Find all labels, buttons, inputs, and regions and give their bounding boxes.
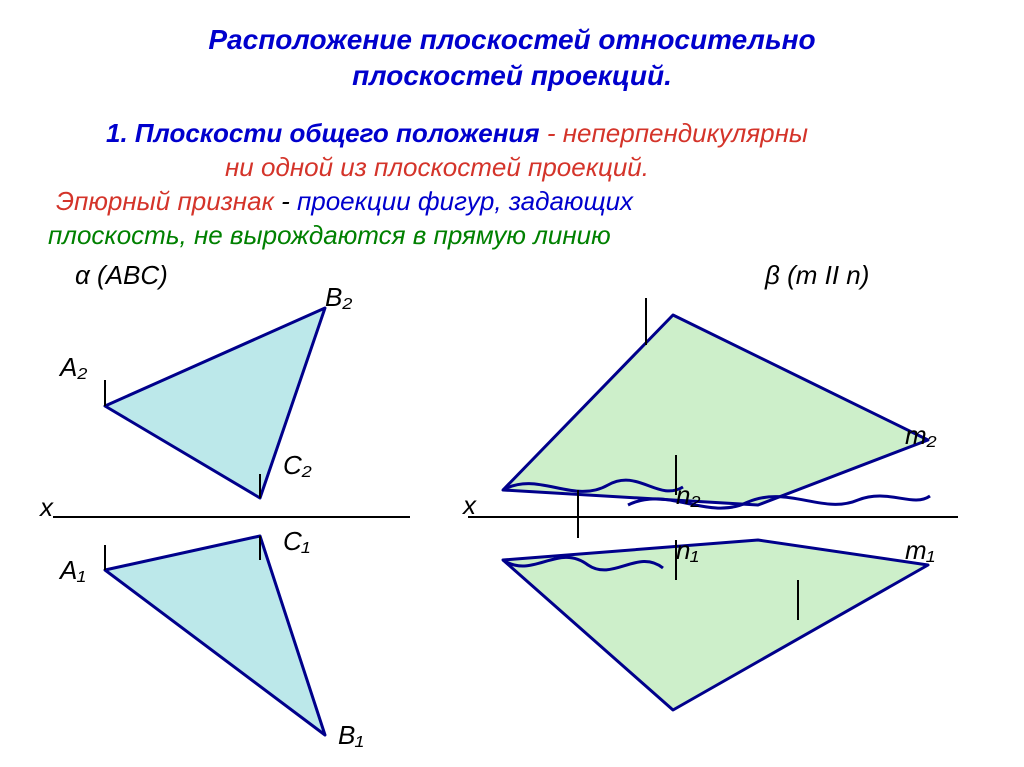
label-C2: C₂: [283, 450, 312, 481]
body-3a: Эпюрный признак: [56, 186, 274, 216]
body-line-4: плоскость, не вырождаются в прямую линию: [48, 220, 611, 251]
label-n1: n₁: [676, 535, 699, 566]
label-n2: n₂: [676, 480, 700, 511]
page-title-line1: Расположение плоскостей относительно: [0, 24, 1024, 56]
label-m2: m₂: [905, 420, 937, 451]
label-B2: B₂: [325, 282, 352, 313]
label-A2: A₂: [60, 352, 87, 383]
body-line-2: ни одной из плоскостей проекций.: [225, 152, 649, 183]
label-A1: A₁: [60, 555, 86, 586]
body-1a: 1. Плоскости общего положения: [106, 118, 540, 148]
label-m1: m₁: [905, 535, 935, 566]
left-diagram: [45, 280, 465, 760]
label-C1: C₁: [283, 526, 310, 557]
page-title-line2: плоскостей проекций.: [0, 60, 1024, 92]
body-line-1: 1. Плоскости общего положения - неперпен…: [106, 118, 808, 149]
label-x-left: x: [40, 492, 53, 523]
label-B1: B₁: [338, 720, 364, 751]
right-diagram: [458, 280, 968, 760]
label-x-right: x: [463, 490, 476, 521]
body-1b: - неперпендикулярны: [540, 118, 808, 148]
body-3c: проекции фигур, задающих: [297, 186, 633, 216]
body-3b: -: [274, 186, 297, 216]
body-line-3: Эпюрный признак - проекции фигур, задающ…: [56, 186, 633, 217]
